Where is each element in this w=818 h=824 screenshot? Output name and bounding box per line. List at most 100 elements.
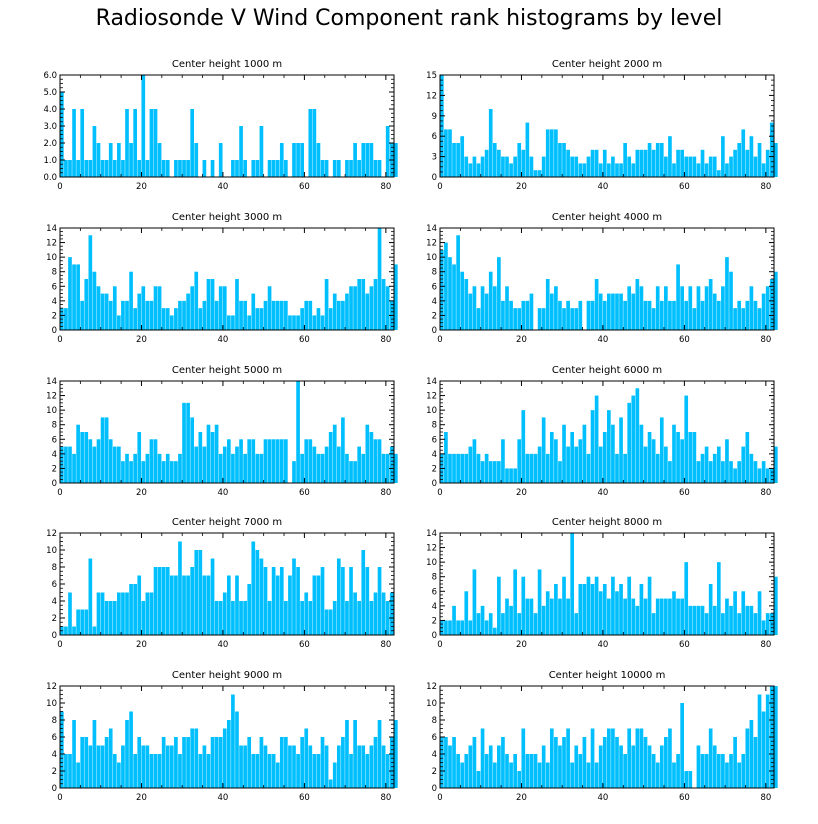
histogram-bar [255,754,260,788]
panel-title: Center height 5000 m [172,365,282,376]
histogram-bar [332,762,337,788]
histogram-bar [84,279,89,330]
y-tick-label: 12 [426,239,437,249]
histogram-bar [647,143,652,177]
x-tick-label: 60 [299,640,310,650]
histogram-bar [749,286,754,330]
histogram-bar [394,143,398,177]
histogram-bar [165,308,170,330]
histogram-bar [149,300,154,330]
histogram-panel: Center height 10000 m 0 2 4 6 8 10 12 0 20 40 60 80 [426,670,778,803]
histogram-bar [582,737,587,788]
histogram-bar [476,308,481,330]
histogram-bar [684,395,689,483]
histogram-bar [664,446,668,483]
histogram-bar [377,160,382,177]
histogram-bar [312,109,317,177]
histogram-bar [64,160,68,177]
y-tick-label: 8 [432,716,437,726]
histogram-bar [635,728,640,788]
histogram-bar [537,170,542,177]
histogram-bar [357,279,362,330]
histogram-bar [696,286,701,330]
x-tick-label: 40 [598,793,609,803]
histogram-bar [64,754,68,788]
histogram-bar [456,235,460,330]
y-tick-label: 14 [426,377,437,387]
y-tick-label: 0 [52,479,57,489]
histogram-bar [586,453,591,483]
histogram-bar [247,737,252,788]
histogram-bar [623,453,627,483]
histogram-bar [635,149,640,177]
y-tick-label: 2 [432,616,437,626]
histogram-bar [725,257,729,330]
histogram-bar [721,613,725,635]
histogram-bar [765,613,770,635]
histogram-bar [76,762,80,788]
histogram-bar [117,315,121,330]
histogram-bar [292,558,296,635]
histogram-bar [100,160,105,177]
histogram-bar [365,424,370,483]
histogram-bar [774,446,778,483]
histogram-bar [574,613,579,635]
histogram-bar [133,453,137,483]
histogram-bar [513,569,517,635]
histogram-bar [643,737,648,788]
histogram-bar [312,315,317,330]
histogram-bar [255,550,260,635]
histogram-bar [198,432,203,483]
histogram-bar [659,300,664,330]
histogram-bar [692,156,697,177]
histogram-bar [174,160,178,177]
x-tick-label: 60 [679,793,690,803]
histogram-bar [284,439,288,483]
histogram-bar [668,136,672,177]
histogram-bar [607,410,611,483]
histogram-bar [586,762,591,788]
histogram-bar [157,754,162,788]
histogram-bar [275,762,280,788]
histogram-bar [631,745,636,788]
histogram-bar [562,308,566,330]
y-tick-label: 8 [52,421,57,431]
histogram-bar [267,286,272,330]
histogram-bar [186,160,190,177]
histogram-bar [607,598,611,635]
histogram-bar [529,754,534,788]
histogram-bar [121,461,125,483]
histogram-bar [708,584,713,635]
histogram-bar [602,149,607,177]
histogram-bar [218,453,223,483]
histogram-bar [737,461,742,483]
histogram-bar [590,728,595,788]
histogram-bar [570,432,575,483]
histogram-bar [80,432,85,483]
histogram-bar [456,143,460,177]
histogram-bar [488,461,493,483]
histogram-bar [227,439,231,483]
histogram-bar [468,293,473,330]
histogram-bar [704,754,709,788]
histogram-bar [145,453,150,483]
histogram-bar [574,446,579,483]
histogram-bar [570,533,575,635]
histogram-bar [749,136,754,177]
x-tick-label: 80 [760,335,771,345]
histogram-bar [231,315,235,330]
histogram-bar [153,286,158,330]
histogram-bar [271,754,276,788]
histogram-bar [296,567,300,635]
histogram-bar [692,432,697,483]
histogram-bar [190,728,195,788]
histogram-bar [68,160,72,177]
histogram-bar [501,737,505,788]
histogram-bar [757,694,762,788]
panel-title: Center height 3000 m [172,212,282,223]
histogram-bar [381,453,386,483]
histogram-bar [749,453,754,483]
x-tick-label: 80 [380,793,391,803]
histogram-bar [206,754,211,788]
histogram-bar [227,315,231,330]
